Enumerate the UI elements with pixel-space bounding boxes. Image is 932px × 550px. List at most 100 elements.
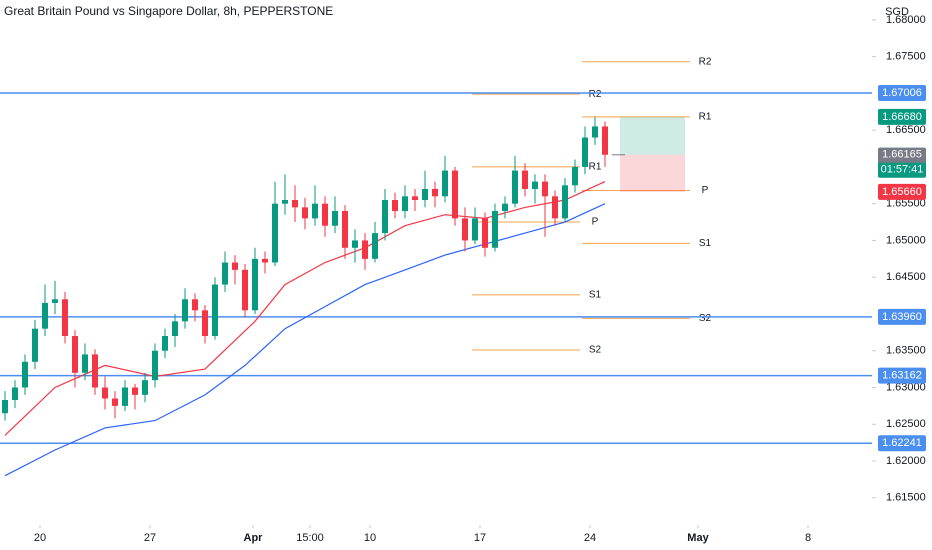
pivot-label: R1: [589, 162, 602, 173]
pivot-label: R2: [699, 56, 712, 67]
candle-body: [162, 336, 168, 351]
pivot-label: S2: [589, 345, 602, 356]
pivot-label: P: [702, 185, 709, 196]
candle-body: [102, 387, 108, 399]
chart-title: Great Britain Pound vs Singapore Dollar,…: [4, 4, 333, 18]
candle-body: [492, 211, 498, 248]
candle-body: [552, 196, 558, 219]
candle-body: [522, 170, 528, 189]
candle-body: [472, 218, 478, 241]
hline-price-label: 1.63960: [882, 311, 922, 323]
candle-body: [242, 269, 248, 311]
stop-price-label-box: [878, 183, 926, 200]
currency-label: SGD: [885, 6, 909, 18]
candle-body: [382, 200, 388, 234]
hline-price-label: 1.67006: [882, 87, 922, 99]
candle-body: [392, 200, 398, 212]
x-tick-label: 27: [144, 532, 156, 544]
candle-body: [302, 207, 308, 219]
candle-body: [122, 387, 128, 406]
y-tick-label: 1.62500: [886, 418, 926, 430]
candle-body: [232, 262, 238, 270]
pivot-label: S1: [699, 238, 712, 249]
candle-body: [22, 361, 28, 388]
candle-body: [182, 299, 188, 322]
candle-body: [172, 321, 178, 337]
candle-body: [282, 200, 288, 204]
candle-body: [332, 211, 338, 226]
y-tick-label: 1.65500: [886, 198, 926, 210]
y-tick-label: 1.63000: [886, 381, 926, 393]
candle-body: [152, 350, 158, 381]
candle-body: [592, 126, 598, 138]
x-tick-label: 8: [805, 532, 811, 544]
candle-body: [562, 185, 568, 219]
pivot-label: R1: [699, 112, 712, 123]
candle-body: [132, 387, 138, 395]
candle-body: [32, 328, 38, 362]
hline-price-label-box: [878, 84, 926, 101]
candle-body: [322, 203, 328, 226]
hline-price-label: 1.62241: [882, 437, 922, 449]
candle-body: [542, 181, 548, 197]
candle-body: [512, 170, 518, 204]
candle-body: [12, 387, 18, 400]
target-price-label-box: [878, 108, 926, 125]
candle-body: [582, 137, 588, 167]
candle-body: [532, 181, 538, 189]
candle-body: [272, 203, 278, 263]
candle-body: [72, 336, 78, 373]
entry-price-label: 1.66165: [882, 149, 922, 161]
candle-body: [262, 258, 268, 263]
candle-body: [362, 240, 368, 259]
candle-body: [212, 284, 218, 337]
candle-body: [432, 188, 438, 197]
moving-average: [4, 203, 606, 477]
candle-body: [92, 354, 98, 388]
x-tick-label: 20: [34, 532, 46, 544]
hline-price-label: 1.63162: [882, 369, 922, 381]
candle-body: [602, 126, 608, 155]
candle-body: [572, 166, 578, 186]
hline-price-label-box: [878, 367, 926, 384]
countdown-label: 01:57:41: [881, 164, 924, 176]
candle-body: [82, 354, 88, 373]
candle-body: [112, 398, 118, 406]
candle-body: [402, 196, 408, 212]
candle-body: [312, 203, 318, 219]
candle-body: [52, 299, 58, 303]
moving-average: [4, 181, 606, 436]
y-tick-label: 1.63500: [886, 345, 926, 357]
candle-body: [442, 170, 448, 197]
candle-body: [352, 240, 358, 248]
candle-body: [62, 299, 68, 337]
candle-body: [502, 203, 508, 212]
candle-body: [422, 188, 428, 200]
candle-body: [222, 262, 228, 285]
entry-price-top: [878, 147, 926, 163]
x-tick-label: May: [687, 532, 709, 544]
x-tick-label: 15:00: [296, 532, 324, 544]
y-tick-label: 1.62000: [886, 455, 926, 467]
y-tick-label: 1.67500: [886, 51, 926, 63]
candle-body: [412, 196, 418, 200]
candle-body: [482, 218, 488, 248]
hline-price-label-box: [878, 435, 926, 452]
candle-body: [192, 299, 198, 311]
target-price-label: 1.66680: [882, 111, 922, 123]
stop-price-label: 1.65660: [882, 186, 922, 198]
candle-body: [2, 400, 8, 414]
candle-body: [42, 302, 48, 329]
pivot-label: S2: [699, 313, 712, 324]
candle-body: [372, 233, 378, 259]
target-zone: [620, 116, 685, 155]
y-tick-label: 1.66500: [886, 124, 926, 136]
hline-price-label-box: [878, 308, 926, 325]
y-tick-label: 1.61500: [886, 492, 926, 504]
pivot-label: S1: [589, 289, 602, 300]
candle-body: [252, 258, 258, 311]
candle-body: [462, 218, 468, 241]
candle-body: [142, 380, 148, 395]
candle-body: [292, 200, 298, 208]
